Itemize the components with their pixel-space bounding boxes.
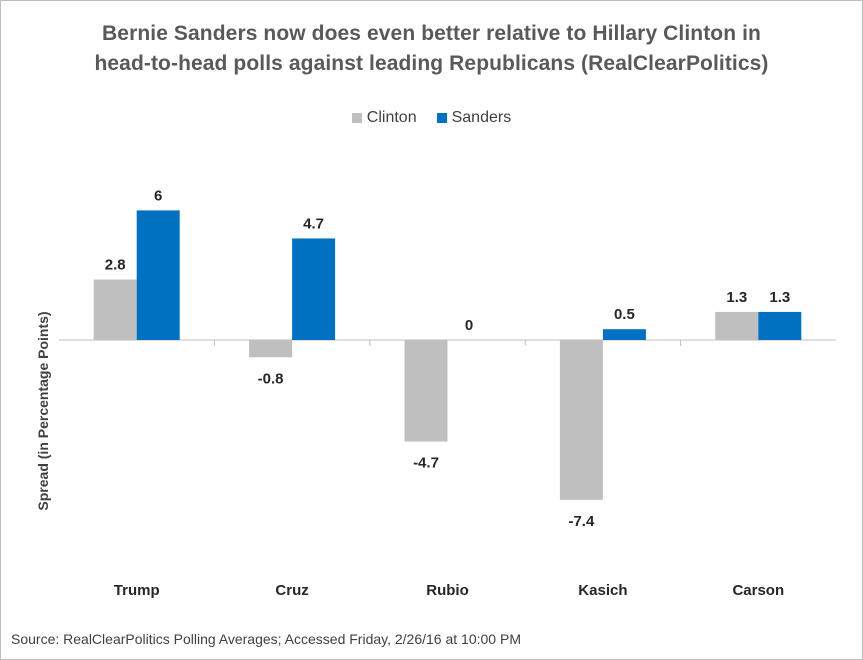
category-label-trump: Trump <box>114 582 160 599</box>
legend-item-sanders: Sanders <box>436 109 512 127</box>
y-axis-title: Spread (in Percentage Points) <box>35 311 51 510</box>
data-label-sanders-kasich: 0.5 <box>614 306 635 323</box>
bar-sanders-trump <box>136 210 180 340</box>
category-label-kasich: Kasich <box>578 582 627 599</box>
chart-legend: Clinton Sanders <box>1 109 862 127</box>
category-label-rubio: Rubio <box>426 582 469 599</box>
data-label-clinton-carson: 1.3 <box>726 289 747 306</box>
bar-sanders-kasich <box>602 329 646 340</box>
bar-clinton-carson <box>715 311 759 340</box>
bar-clinton-trump <box>93 279 137 340</box>
chart-title: Bernie Sanders now does even better rela… <box>1 19 862 79</box>
chart-title-line-2: head-to-head polls against leading Repub… <box>94 52 769 75</box>
data-label-clinton-kasich: -7.4 <box>568 513 595 530</box>
bar-clinton-rubio <box>404 340 448 442</box>
legend-label-sanders: Sanders <box>451 109 512 126</box>
data-label-clinton-cruz: -0.8 <box>258 370 284 387</box>
bar-clinton-cruz <box>249 340 293 358</box>
legend-swatch-sanders <box>436 113 447 123</box>
data-label-clinton-trump: 2.8 <box>105 257 126 274</box>
data-label-sanders-cruz: 4.7 <box>303 215 324 232</box>
category-label-cruz: Cruz <box>275 582 308 599</box>
legend-swatch-clinton <box>351 113 362 123</box>
legend-item-clinton: Clinton <box>351 109 417 127</box>
category-label-carson: Carson <box>732 582 784 599</box>
data-label-sanders-trump: 6 <box>154 187 162 204</box>
bar-sanders-carson <box>758 311 802 340</box>
legend-label-clinton: Clinton <box>366 109 417 126</box>
data-label-sanders-carson: 1.3 <box>769 289 790 306</box>
chart-title-line-1: Bernie Sanders now does even better rela… <box>102 22 761 45</box>
bar-sanders-cruz <box>292 238 336 340</box>
bar-clinton-kasich <box>559 340 603 500</box>
data-label-clinton-rubio: -4.7 <box>413 455 439 472</box>
data-label-sanders-rubio: 0 <box>465 317 473 334</box>
source-note: Source: RealClearPolitics Polling Averag… <box>11 631 521 647</box>
